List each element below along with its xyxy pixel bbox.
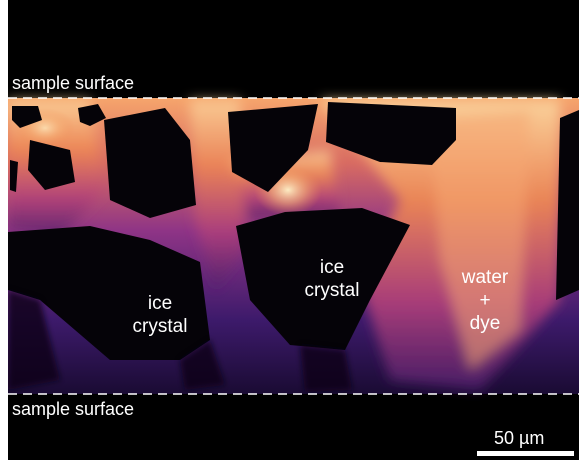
label-line: ice — [147, 293, 173, 314]
label-line: water — [461, 267, 509, 288]
surface-label-bottom: sample surface — [12, 399, 135, 419]
ice-crystal-label-center: ice crystal — [300, 256, 364, 302]
crystal-shadows — [8, 290, 352, 392]
label-line: + — [479, 290, 491, 311]
scale-bar-label: 50 µm — [494, 428, 545, 448]
label-line: ice — [319, 257, 345, 278]
water-dye-label: water + dye — [455, 266, 515, 335]
label-line: crystal — [132, 316, 188, 337]
label-line: dye — [469, 313, 501, 334]
ice-crystals — [8, 102, 579, 360]
ice-crystal-label-left: ice crystal — [128, 292, 192, 338]
surface-label-top: sample surface — [12, 73, 135, 93]
image-border — [0, 0, 8, 460]
label-line: crystal — [304, 280, 360, 301]
scale-bar — [477, 451, 574, 456]
